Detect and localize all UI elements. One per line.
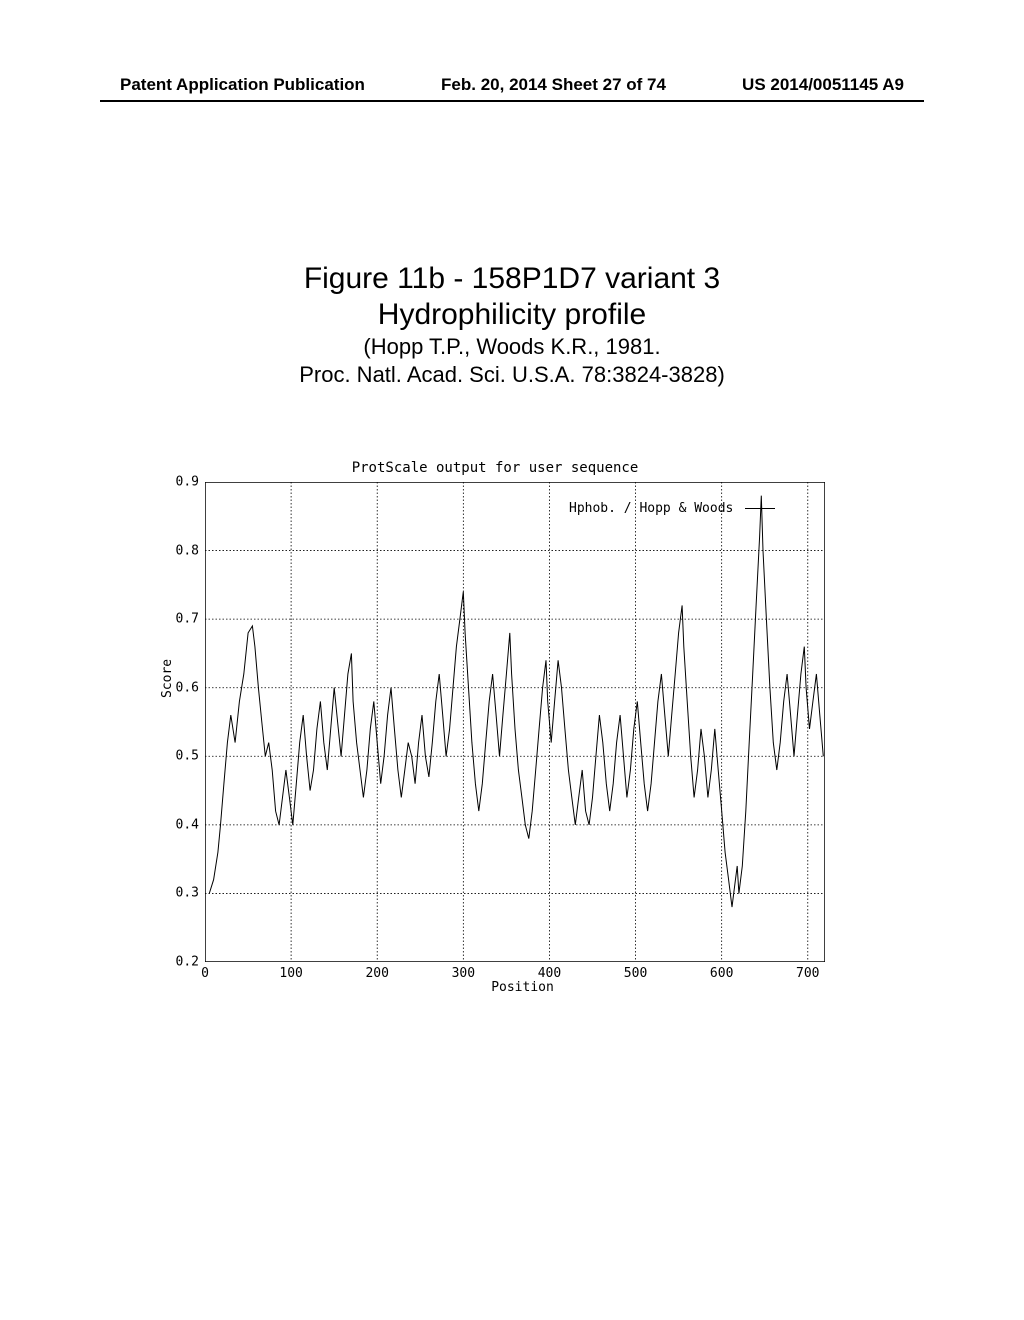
legend: Hphob. / Hopp & Woods <box>569 501 775 516</box>
page-header: Patent Application Publication Feb. 20, … <box>0 75 1024 95</box>
y-tick-label: 0.6 <box>176 680 199 695</box>
figure-reference-1: (Hopp T.P., Woods K.R., 1981. <box>0 334 1024 360</box>
header-rule <box>100 100 924 102</box>
x-tick-label: 400 <box>538 966 561 981</box>
y-tick-label: 0.7 <box>176 612 199 627</box>
y-axis-label: Score <box>160 659 175 698</box>
chart-svg <box>205 482 825 962</box>
figure-title-block: Figure 11b - 158P1D7 variant 3 Hydrophil… <box>0 260 1024 390</box>
y-tick-label: 0.4 <box>176 817 199 832</box>
chart-container: ProtScale output for user sequence Score… <box>150 460 840 995</box>
header-left: Patent Application Publication <box>120 75 365 95</box>
chart-title: ProtScale output for user sequence <box>150 460 840 476</box>
header-center: Feb. 20, 2014 Sheet 27 of 74 <box>441 75 666 95</box>
x-tick-label: 700 <box>796 966 819 981</box>
figure-reference-2: Proc. Natl. Acad. Sci. U.S.A. 78:3824-38… <box>0 362 1024 388</box>
header-right: US 2014/0051145 A9 <box>742 75 904 95</box>
figure-label: Figure 11b - 158P1D7 variant 3 <box>0 262 1024 296</box>
x-axis-label: Position <box>205 980 840 995</box>
legend-line-icon <box>745 508 775 509</box>
x-tick-label: 0 <box>201 966 209 981</box>
y-tick-label: 0.2 <box>176 955 199 970</box>
plot-area: Score 0.20.30.40.50.60.70.80.90100200300… <box>205 482 825 962</box>
y-tick-label: 0.8 <box>176 543 199 558</box>
x-tick-label: 600 <box>710 966 733 981</box>
y-tick-label: 0.3 <box>176 886 199 901</box>
y-tick-label: 0.5 <box>176 749 199 764</box>
x-tick-label: 100 <box>279 966 302 981</box>
y-tick-label: 0.9 <box>176 475 199 490</box>
figure-subtitle: Hydrophilicity profile <box>0 298 1024 332</box>
x-tick-label: 300 <box>452 966 475 981</box>
x-tick-label: 200 <box>365 966 388 981</box>
legend-label: Hphob. / Hopp & Woods <box>569 501 733 516</box>
x-tick-label: 500 <box>624 966 647 981</box>
